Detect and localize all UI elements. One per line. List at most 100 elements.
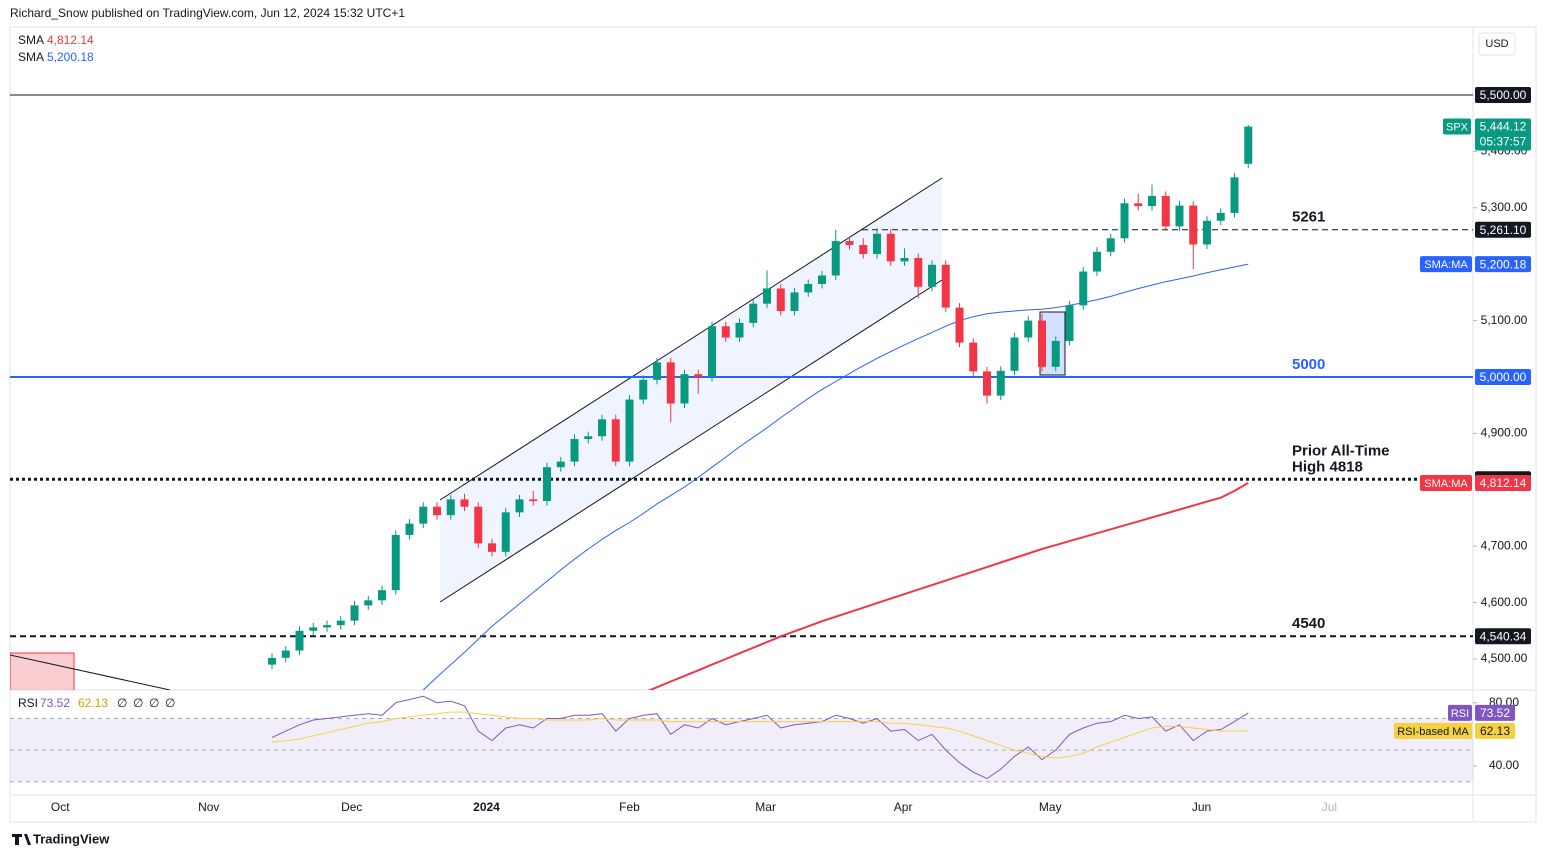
candle-body <box>281 650 290 658</box>
y-tick-label: 4,900.00 <box>1481 426 1528 440</box>
y-tick-label: 5,300.00 <box>1481 200 1528 214</box>
candle-body <box>666 362 675 404</box>
sma-line <box>647 482 1249 690</box>
candle-body <box>556 461 565 468</box>
candle-body <box>1038 320 1046 367</box>
channel-fill <box>440 178 942 602</box>
sma-tag <box>1420 474 1472 491</box>
candle-body <box>529 499 538 502</box>
rsi-badge <box>1475 704 1515 721</box>
rsi-pane <box>10 695 1473 783</box>
x-tick-label: Nov <box>198 800 219 814</box>
chart-frame <box>9 26 1537 823</box>
candle-body <box>1161 195 1170 227</box>
candle-body <box>776 288 785 312</box>
symbol-tag-label: SPX <box>1446 121 1469 133</box>
candle-body <box>1051 340 1060 367</box>
level-badge <box>1475 87 1531 104</box>
candle-body <box>1175 205 1184 227</box>
candle-body <box>859 245 868 255</box>
candle-body <box>735 322 744 338</box>
candle-body <box>818 275 826 284</box>
axes: 5,400.005,300.005,100.004,900.004,700.00… <box>51 87 1531 814</box>
level-badge-label: 5,000.00 <box>1480 370 1527 384</box>
legend-name: SMA <box>18 50 44 64</box>
y-tick-label: 4,600.00 <box>1481 595 1528 609</box>
rsi-legend-extra: ∅ <box>149 696 159 710</box>
channel-lower <box>439 279 943 603</box>
rsi-legend-extra: ∅ <box>133 696 143 710</box>
sma-line <box>422 263 1249 690</box>
candle-body <box>804 283 813 293</box>
legend-value: 5,200.18 <box>47 50 94 64</box>
candle-body <box>1079 271 1088 306</box>
candle-body <box>969 342 978 372</box>
legend-name: SMA <box>18 33 44 47</box>
x-tick-label: Dec <box>341 800 362 814</box>
sma-badge-label: 4,812.14 <box>1480 476 1527 490</box>
x-tick-label: Apr <box>894 800 913 814</box>
candle-body <box>570 439 579 462</box>
rsi-tag <box>1394 722 1472 739</box>
candle-body <box>886 233 895 262</box>
currency-button[interactable] <box>1478 32 1516 56</box>
candle-body <box>983 371 991 396</box>
candle-body <box>323 625 331 628</box>
candle-body <box>1106 238 1115 252</box>
candle-body <box>996 370 1005 396</box>
candle-body <box>474 506 483 544</box>
candle-body <box>446 499 455 516</box>
countdown: 05:37:57 <box>1480 135 1527 149</box>
rsi-line <box>271 695 1249 780</box>
candle-body <box>1065 305 1074 341</box>
last-price-label: 5,444.12 <box>1480 120 1527 134</box>
candle-body <box>680 374 689 404</box>
candle-body <box>763 288 771 304</box>
candle-body <box>391 534 400 591</box>
drawing-box <box>10 652 75 690</box>
candle-body <box>1189 205 1198 245</box>
x-tick-label: Jul <box>1322 800 1337 814</box>
candle-body <box>460 499 469 507</box>
rsi-line <box>271 711 1249 759</box>
level-badge <box>1475 628 1531 645</box>
candle-body <box>1148 195 1156 207</box>
x-tick-label: Feb <box>619 800 640 814</box>
candle-body <box>611 419 620 462</box>
candle-body <box>1244 126 1253 164</box>
sma-tag-label: SMA:MA <box>1424 478 1468 490</box>
candle-body <box>433 506 441 516</box>
brand-logo <box>12 834 31 845</box>
rsi-y-tick-label: 40.00 <box>1489 758 1519 772</box>
candle-body <box>749 303 758 323</box>
level-note: Prior All-Time <box>1292 442 1390 459</box>
level-note: High 4818 <box>1292 458 1363 475</box>
x-tick-label: Jun <box>1192 800 1211 814</box>
candle-body <box>336 620 345 626</box>
rsi-tag-label: RSI <box>1451 708 1469 720</box>
level-note: 4540 <box>1292 615 1325 632</box>
sma-badge <box>1475 256 1531 273</box>
drawing-line <box>10 654 171 690</box>
candle-body <box>1093 251 1101 272</box>
candle-body <box>639 379 648 400</box>
level-badge-label: 5,500.00 <box>1480 88 1527 102</box>
candle-body <box>1024 320 1033 338</box>
brand: TradingView <box>33 831 110 846</box>
candle-body <box>1120 203 1129 239</box>
candle-body <box>928 264 936 287</box>
candle-body <box>378 590 386 601</box>
candle-body <box>405 523 414 535</box>
candle-body <box>364 600 373 606</box>
last-price-badge <box>1475 118 1531 151</box>
candle-body <box>501 512 510 552</box>
currency[interactable]: USD <box>1485 38 1508 50</box>
y-tick-label: 4,700.00 <box>1481 538 1528 552</box>
candle-body <box>488 543 496 552</box>
candle-body <box>1134 203 1143 207</box>
rsi-badge <box>1475 722 1515 739</box>
candle-body <box>1203 220 1211 245</box>
legend-value: 4,812.14 <box>47 33 94 47</box>
